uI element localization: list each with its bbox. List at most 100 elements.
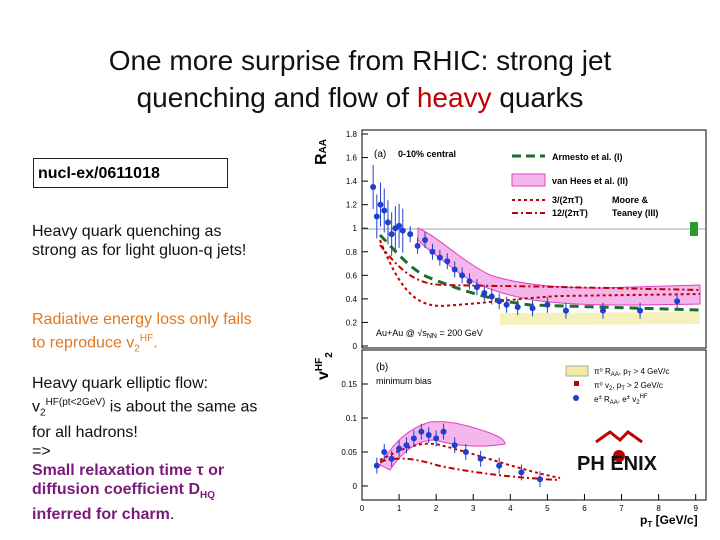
top-data-point (488, 293, 495, 300)
phenix-logo: PH ENIX (577, 430, 658, 475)
x-tick-label: 0 (360, 504, 365, 513)
x-ticks: 0 1 2 3 4 5 6 7 8 9 (360, 494, 698, 513)
title-line2-part2: quarks (491, 82, 584, 113)
legend-van-hees-swatch (511, 173, 546, 187)
bottom-y-tick-label: 0.1 (346, 414, 358, 423)
top-data-point (414, 242, 421, 249)
top-data-point (422, 237, 429, 243)
top-y-tick-label: 0.8 (346, 248, 358, 257)
p3-em-sub: HQ (200, 489, 215, 501)
bottom-data-point (425, 432, 432, 438)
p3-emphasis: Small relaxation time τ or diffusion coe… (32, 461, 262, 524)
green-marker (690, 222, 698, 236)
bottom-data-point (477, 455, 484, 462)
title-line2-part1: quenching and flow of (136, 82, 417, 113)
bottom-data-point (440, 428, 447, 435)
p3-arrow: => (32, 442, 51, 460)
van-hees-band (417, 227, 701, 306)
bottom-data-point (381, 449, 388, 455)
top-data-point (407, 231, 414, 238)
bottom-data-point (396, 445, 403, 452)
p2-end: . (153, 334, 158, 352)
p3-em1: Small relaxation time τ or diffusion coe… (32, 461, 225, 498)
p3-sup: HF(pt<2GeV) (45, 397, 106, 408)
top-y-tick-label: 1.2 (346, 201, 358, 210)
v2-moore-curve-2 (379, 457, 561, 481)
legend-moore-2: 12/(2πT) (552, 208, 588, 218)
p2-text: Radiative energy loss only fails to repr… (32, 311, 252, 352)
x-tick-label: 9 (693, 504, 698, 513)
top-data-point (436, 254, 443, 261)
top-data-point (503, 301, 510, 308)
slide-title: One more surprise from RHIC: strong jet … (40, 42, 680, 116)
top-y-tick-label: 0 (353, 342, 358, 351)
top-data-point (562, 307, 569, 314)
top-data-point (370, 184, 377, 190)
x-tick-label: 3 (471, 504, 476, 513)
p3-v: v (32, 398, 40, 416)
bottom-data-point (410, 435, 417, 442)
moore-teaney-curve-1 (379, 239, 701, 308)
title-line-2: quenching and flow of heavy quarks (40, 79, 680, 116)
top-data-point (637, 307, 644, 314)
top-data-point (384, 219, 391, 226)
top-y-tick-label: 1 (353, 224, 358, 233)
legend-van-hees: van Hees et al. (II) (552, 176, 628, 186)
system-label: Au+Au @ √sNN = 200 GeV (376, 328, 483, 340)
bottom-data-point (462, 449, 469, 455)
paragraph-radiative: Radiative energy loss only fails to repr… (32, 310, 262, 359)
bottom-panel-label: (b) (376, 362, 388, 373)
top-panel-frame (361, 129, 707, 349)
p3-sub: 2 (40, 407, 46, 419)
moore-teaney-curve-2 (379, 244, 701, 291)
bottom-data-point (536, 476, 543, 483)
x-tick-label: 1 (397, 504, 402, 513)
legend-pi0-v2: π⁰ v2, pT > 2 GeV/c (594, 381, 663, 392)
p3-line2: v2HF(pt<2GeV) is about the same as for a… (32, 393, 262, 442)
top-data-point (429, 248, 436, 255)
x-tick-label: 5 (545, 504, 550, 513)
bottom-y-ticks: 0.15 0.1 0.05 0 (341, 380, 368, 491)
top-data-point (481, 290, 488, 296)
p3-end: . (169, 505, 175, 523)
legend-pi0-v2-marker (574, 381, 579, 386)
top-data-point (381, 207, 388, 214)
p2-sup: HF (139, 333, 154, 344)
bottom-data-point (518, 469, 525, 476)
armesto-band (500, 312, 700, 325)
top-y-ticks: 1.8 1.6 1.4 1.2 1 0.8 0.6 0.4 0.2 0 (346, 130, 368, 351)
top-data-point (388, 231, 395, 238)
p3-text: is about the same as for all hadrons! (32, 398, 258, 441)
top-y-tick-label: 0.2 (346, 318, 358, 327)
p2-sub: 2 (134, 343, 140, 355)
bottom-data-point (496, 462, 503, 469)
bottom-data-point (418, 428, 425, 435)
top-data-point (529, 305, 536, 312)
bottom-y-tick-label: 0.15 (341, 380, 357, 389)
x-tick-label: 7 (619, 504, 624, 513)
legend-moore-4: Teaney (III) (612, 208, 658, 218)
x-tick-label: 8 (656, 504, 661, 513)
top-panel-label: (a) (374, 149, 386, 160)
top-y-tick-label: 1.8 (346, 130, 358, 139)
top-data-point (599, 307, 606, 314)
legend-moore-1: 3/(2πT) (552, 195, 583, 205)
top-y-tick-label: 0.4 (346, 295, 358, 304)
bottom-data-point (403, 442, 410, 449)
top-data-point (451, 266, 458, 273)
bottom-panel-frame (361, 349, 707, 501)
top-data-point (444, 258, 451, 265)
bottom-data-point (451, 442, 458, 449)
top-y-tick-label: 1.4 (346, 177, 358, 186)
bottom-data-points (373, 423, 543, 488)
top-data-point (496, 298, 503, 305)
paragraph-quenching: Heavy quark quenching as strong as for l… (32, 223, 247, 259)
bottom-data-point (388, 455, 395, 462)
bottom-panel-note: minimum bias (376, 376, 432, 386)
v2-van-hees-band (379, 421, 506, 471)
top-y-tick-label: 0.6 (346, 271, 358, 280)
p3-line1: Heavy quark elliptic flow: (32, 375, 209, 392)
v2-moore-curve-1 (379, 442, 561, 479)
legend-armesto: Armesto et al. (I) (552, 152, 623, 162)
